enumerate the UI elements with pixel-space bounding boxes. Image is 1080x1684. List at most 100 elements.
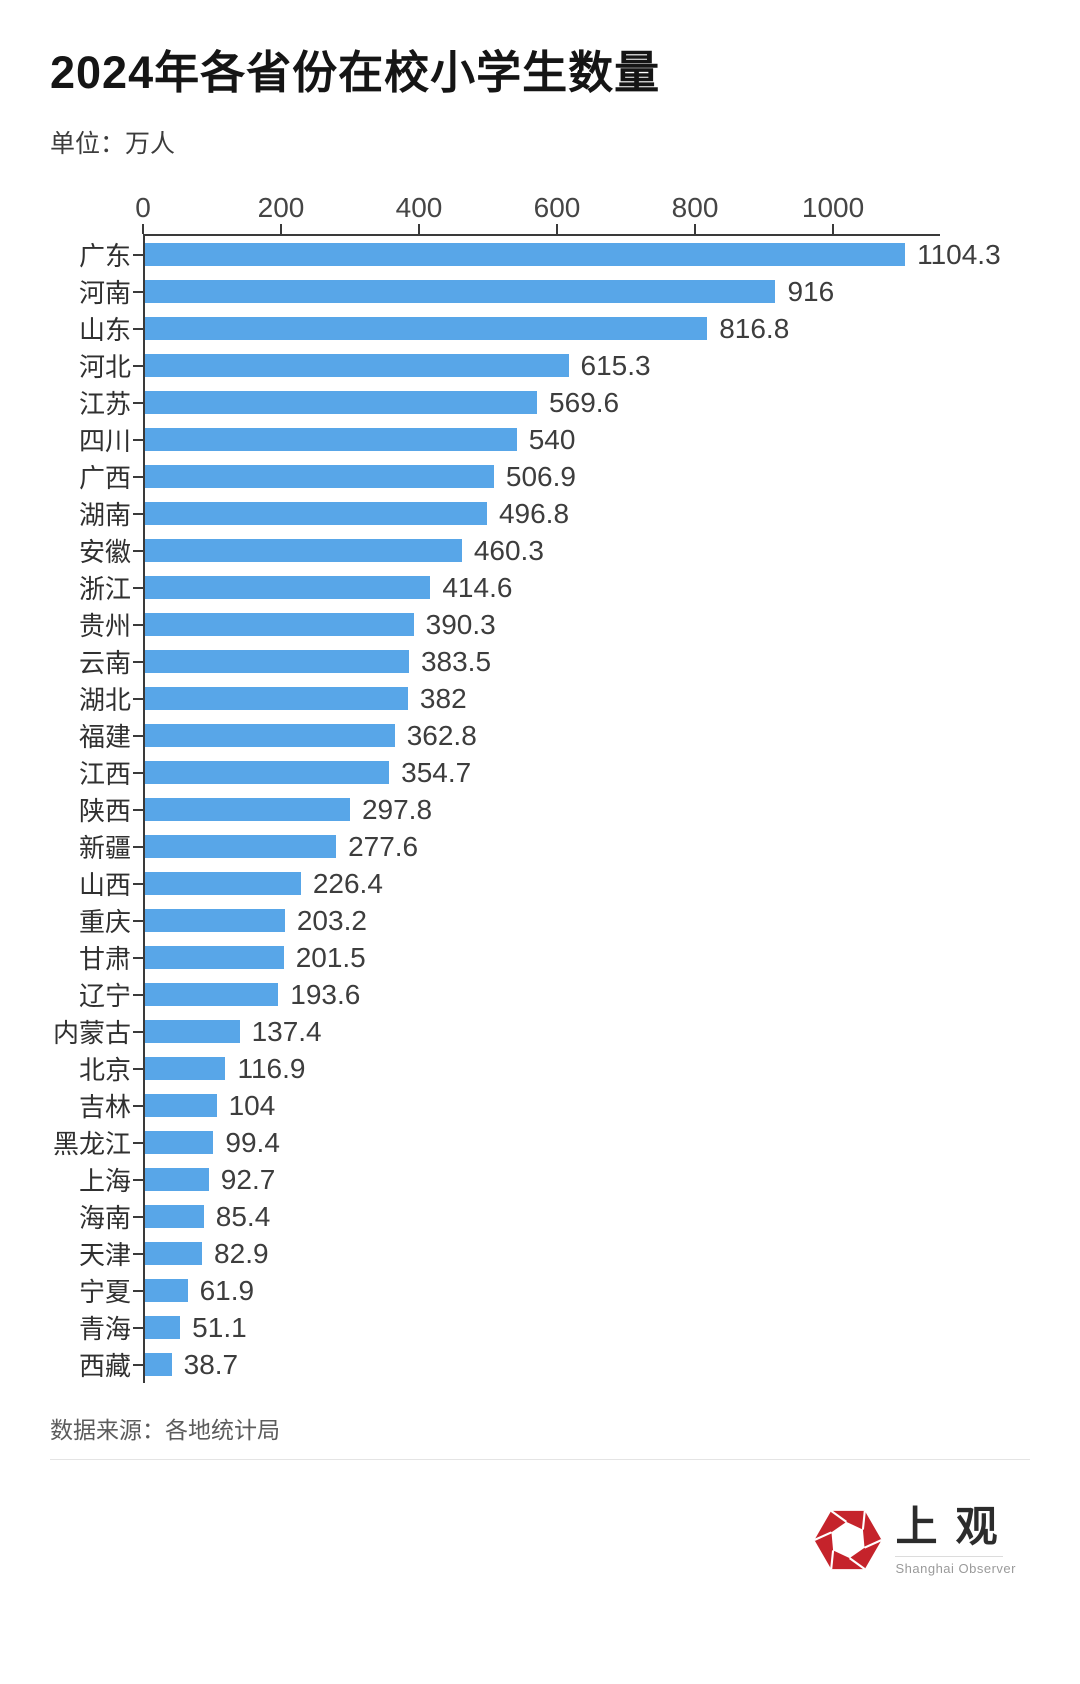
- value-label: 414.6: [442, 571, 513, 603]
- logo-separator: [895, 1555, 1004, 1557]
- y-tick-mark: [133, 475, 143, 478]
- bar-row: 黑龙江 99.4: [50, 1124, 1030, 1161]
- bar: [145, 1057, 226, 1080]
- value-label: 99.4: [225, 1126, 280, 1158]
- category-label: 广东: [78, 241, 131, 271]
- bar-track: 506.9: [143, 458, 940, 495]
- bar-track: 362.8: [143, 717, 940, 754]
- category-label: 湖北: [78, 685, 131, 715]
- bar-track: 116.9: [143, 1050, 940, 1087]
- category-label: 河南: [78, 278, 131, 308]
- category-label: 贵州: [78, 611, 131, 641]
- category-label: 湖南: [78, 500, 131, 530]
- value-label: 82.9: [214, 1237, 269, 1269]
- value-label: 297.8: [361, 793, 433, 825]
- bar: [145, 428, 517, 451]
- bar-track: 816.8: [143, 310, 940, 347]
- category-label: 青海: [78, 1314, 131, 1344]
- y-tick-mark: [133, 1289, 143, 1292]
- value-label: 383.5: [420, 645, 492, 677]
- x-tick-label: 600: [533, 192, 581, 223]
- bar: [145, 1094, 217, 1117]
- category-label: 福建: [78, 722, 131, 752]
- value-label: 226.4: [312, 867, 383, 899]
- bar-row: 浙江 414.6: [50, 569, 1030, 606]
- category-label: 北京: [78, 1055, 131, 1085]
- y-tick-mark: [133, 734, 143, 737]
- category-label: 江苏: [78, 389, 131, 419]
- bar-row: 陕西 297.8: [50, 791, 1030, 828]
- bar-row: 河南 916: [50, 273, 1030, 310]
- bar-track: 382: [143, 680, 940, 717]
- bar: [145, 1279, 188, 1302]
- bar-rows: 广东 1104.3 河南 916 山东 816.8 河北 615.3 江苏 569.6 四川 540 广…: [50, 236, 1030, 1383]
- x-tick-mark: [556, 224, 559, 234]
- bar-chart: 0 200 400 600 800 1000 广东 1104.3 河南 916 山东 816.8 河北…: [50, 192, 1030, 1383]
- bar-track: 916: [143, 273, 940, 310]
- bar-track: 38.7: [143, 1346, 940, 1383]
- category-label: 安徽: [78, 537, 131, 567]
- bar-track: 226.4: [143, 865, 940, 902]
- y-tick-mark: [133, 845, 143, 848]
- value-label: 916: [787, 275, 835, 307]
- value-label: 390.3: [425, 608, 496, 640]
- y-tick-mark: [133, 327, 143, 330]
- value-label: 569.6: [549, 386, 620, 418]
- y-tick-mark: [133, 549, 143, 552]
- y-tick-mark: [133, 438, 143, 441]
- y-tick-mark: [133, 697, 143, 700]
- bar: [145, 724, 395, 747]
- x-tick-mark: [142, 224, 144, 234]
- value-label: 540: [528, 423, 576, 455]
- y-tick-mark: [133, 364, 143, 367]
- bar-row: 青海 51.1: [50, 1309, 1030, 1346]
- value-label: 506.9: [505, 460, 576, 492]
- publisher-logo: 上观 Shanghai Observer: [50, 1504, 1030, 1576]
- bar-row: 河北 615.3: [50, 347, 1030, 384]
- bar-row: 内蒙古 137.4: [50, 1013, 1030, 1050]
- bar-track: 85.4: [143, 1198, 940, 1235]
- bar: [145, 687, 408, 710]
- data-source: 数据来源：各地统计局: [50, 1417, 280, 1443]
- y-tick-mark: [133, 1326, 143, 1329]
- value-label: 116.9: [237, 1052, 306, 1084]
- category-label: 西藏: [78, 1351, 131, 1381]
- bar: [145, 1168, 209, 1191]
- bar-row: 湖南 496.8: [50, 495, 1030, 532]
- bar: [145, 354, 569, 377]
- bar: [145, 983, 279, 1006]
- value-label: 92.7: [220, 1163, 276, 1195]
- logo-name-cn: 上观: [895, 1502, 1016, 1552]
- bar: [145, 539, 462, 562]
- x-tick-label: 1000: [801, 192, 865, 223]
- bar: [145, 872, 301, 895]
- bar: [145, 613, 414, 636]
- y-tick-mark: [133, 808, 143, 811]
- bar: [145, 391, 538, 414]
- bar-row: 江西 354.7: [50, 754, 1030, 791]
- category-label: 黑龙江: [52, 1129, 131, 1159]
- bar-track: 383.5: [143, 643, 940, 680]
- x-axis-tick-labels: 0 200 400 600 800 1000: [135, 192, 940, 224]
- bar-row: 甘肃 201.5: [50, 939, 1030, 976]
- value-label: 137.4: [251, 1015, 322, 1047]
- bar: [145, 280, 776, 303]
- category-label: 内蒙古: [52, 1018, 131, 1048]
- value-label: 354.7: [401, 756, 472, 788]
- x-tick-label: 800: [671, 192, 719, 223]
- bar-track: 82.9: [143, 1235, 940, 1272]
- bar-track: 92.7: [143, 1161, 940, 1198]
- bar: [145, 1020, 240, 1043]
- bar: [145, 1316, 181, 1339]
- y-tick-mark: [133, 1141, 143, 1144]
- bar: [145, 761, 390, 784]
- y-tick-mark: [133, 586, 143, 589]
- bar-track: 193.6: [143, 976, 940, 1013]
- bar-row: 宁夏 61.9: [50, 1272, 1030, 1309]
- value-label: 201.5: [295, 941, 366, 973]
- y-tick-mark: [133, 253, 143, 256]
- bar: [145, 502, 487, 525]
- y-tick-mark: [133, 1030, 143, 1033]
- bar: [145, 1242, 203, 1265]
- bar: [145, 576, 431, 599]
